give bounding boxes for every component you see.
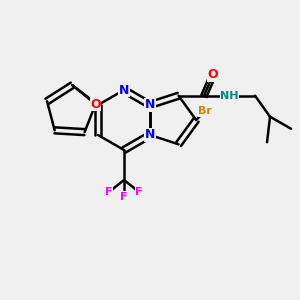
Text: F: F <box>105 187 113 197</box>
Text: N: N <box>119 83 129 97</box>
Text: F: F <box>135 187 143 197</box>
Text: NH: NH <box>220 91 239 101</box>
Text: Br: Br <box>198 106 212 116</box>
Text: O: O <box>90 98 101 111</box>
Text: O: O <box>208 68 218 81</box>
Text: N: N <box>145 98 155 112</box>
Text: F: F <box>120 191 128 202</box>
Text: N: N <box>145 128 155 142</box>
